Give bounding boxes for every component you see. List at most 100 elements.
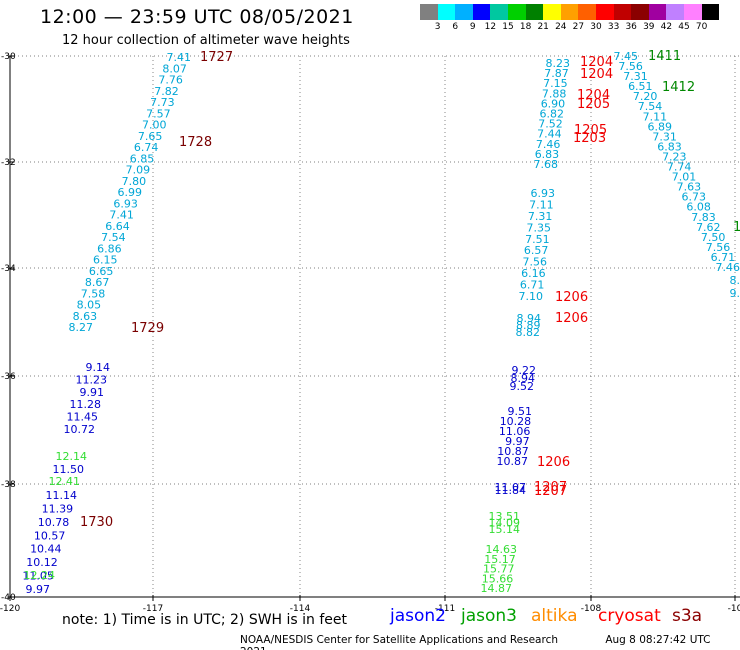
x-tick-label: -114 xyxy=(290,604,311,614)
scale-swatch xyxy=(507,4,526,20)
legend-jason2: jason2 xyxy=(390,606,446,626)
wave-height-mid-jason3: 13.51 xyxy=(489,510,521,523)
scale-swatch xyxy=(666,4,684,20)
wave-height-west-jason2: 10.72 xyxy=(64,423,96,436)
wave-height-mid-cryosat: 7.15 xyxy=(543,77,568,90)
wave-height-east-cryosat: 7.50 xyxy=(701,231,726,244)
wave-height-west-cryosat: 7.57 xyxy=(146,107,171,120)
map-title: 12:00 — 23:59 UTC 08/05/2021 xyxy=(40,6,354,28)
wave-height-east-cryosat: 8. xyxy=(730,274,740,287)
wave-height-east-cryosat: 7.31 xyxy=(652,130,677,143)
wave-height-mid-cryosat: 8.89 xyxy=(516,319,541,332)
legend-cryosat: cryosat xyxy=(598,606,661,626)
footer-timestamp: Aug 8 08:27:42 UTC 2021 xyxy=(240,634,711,650)
wave-height-west-cryosat: 7.82 xyxy=(154,85,179,98)
wave-height-mid-cryosat: 8.82 xyxy=(516,326,541,339)
scale-label: 21 xyxy=(537,22,549,32)
wave-height-mid-cryosat: 7.11 xyxy=(529,198,554,211)
pass-time-mid: 1204 xyxy=(580,55,613,70)
wave-height-mid-cryosat: 7.35 xyxy=(527,221,552,234)
y-tick-label: -34 xyxy=(1,264,16,274)
pass-time-mid: 1206 xyxy=(537,455,570,470)
scale-label: 36 xyxy=(625,22,637,32)
wave-height-mid-jason2: 9.97 xyxy=(505,435,530,448)
pass-time-east: 1411 xyxy=(648,49,681,64)
wave-height-east-cryosat: 9. xyxy=(730,287,740,300)
wave-height-mid-cryosat: 6.71 xyxy=(520,279,545,292)
scale-label: 33 xyxy=(607,22,620,32)
scale-label: 12 xyxy=(484,22,497,32)
wave-height-west-cryosat: 7.65 xyxy=(138,130,163,143)
wave-height-mid-cryosat: 6.93 xyxy=(531,187,556,200)
wave-height-west-jason2: 11.39 xyxy=(42,502,74,515)
wave-height-mid-cryosat: 7.87 xyxy=(544,67,569,80)
pass-time-east: 1 xyxy=(733,220,740,235)
wave-height-west-cryosat: 8.63 xyxy=(73,310,98,323)
wave-height-east-cryosat: 6.73 xyxy=(682,191,707,204)
wave-height-east-cryosat: 6.83 xyxy=(657,140,682,153)
wave-height-mid-cryosat: 6.83 xyxy=(535,148,560,161)
scale-swatch xyxy=(631,4,649,20)
wave-height-west-cryosat: 7.41 xyxy=(109,209,134,222)
wave-height-mid-cryosat: 7.88 xyxy=(542,87,567,100)
pass-time-east: 1412 xyxy=(662,80,695,95)
pass-time-mid: 1205 xyxy=(574,123,607,138)
wave-height-east-cryosat: 7.74 xyxy=(667,161,692,174)
wave-height-west-jason2: 11.14 xyxy=(46,489,78,502)
wave-height-west-jason2: 10.78 xyxy=(38,516,70,529)
wave-height-east-cryosat: 7.11 xyxy=(643,110,668,123)
scale-label: 24 xyxy=(555,22,567,32)
wave-height-west-jason3: 12.24 xyxy=(24,569,56,582)
x-tick-label: -108 xyxy=(581,604,602,614)
wave-height-mid-jason3: 14.87 xyxy=(481,582,513,595)
wave-height-west-jason2: 11.50 xyxy=(53,463,85,476)
scale-swatch xyxy=(613,4,632,20)
map-subtitle: 12 hour collection of altimeter wave hei… xyxy=(62,33,350,48)
pass-time-mid: 1206 xyxy=(555,311,588,326)
x-tick-label: -117 xyxy=(143,604,163,614)
wave-height-west-jason2: 11.05 xyxy=(22,570,54,583)
scale-label: 39 xyxy=(643,22,655,32)
wave-height-mid-jason2: 9.22 xyxy=(512,364,537,377)
legend-s3a: s3a xyxy=(672,606,703,626)
legend-jason3: jason3 xyxy=(461,606,517,626)
pass-time-mid: 1206 xyxy=(555,290,588,305)
wave-height-mid-cryosat: 6.82 xyxy=(540,108,565,121)
wave-height-mid-jason2: 11.06 xyxy=(499,425,531,438)
pass-time-west: 1728 xyxy=(179,135,212,150)
y-tick-label: -36 xyxy=(1,372,16,382)
footer: NOAA/NESDIS Center for Satellite Applica… xyxy=(240,634,740,650)
wave-height-west-cryosat: 8.07 xyxy=(162,62,187,75)
wave-height-mid-jason3: 15.77 xyxy=(483,563,515,576)
y-tick-label: -38 xyxy=(1,480,16,490)
wave-height-mid-jason2: 10.87 xyxy=(497,455,529,468)
wave-height-east-cryosat: 6.51 xyxy=(628,80,653,93)
scale-swatch xyxy=(648,4,667,20)
pass-time-west: 1730 xyxy=(80,515,113,530)
wave-height-west-jason3: 12.41 xyxy=(49,475,81,488)
wave-height-west-cryosat: 6.65 xyxy=(89,265,114,278)
wave-height-east-cryosat: 6.08 xyxy=(686,201,711,214)
wave-height-east-cryosat: 7.62 xyxy=(696,221,721,234)
wave-height-west-cryosat: 8.67 xyxy=(85,276,110,289)
scale-label: 45 xyxy=(678,22,690,32)
scale-swatch xyxy=(472,4,491,20)
scale-swatch xyxy=(578,4,596,20)
wave-height-west-cryosat: 6.64 xyxy=(105,220,130,233)
wave-height-east-cryosat: 7.56 xyxy=(618,60,643,73)
pass-time-west: 1729 xyxy=(131,321,164,336)
wave-height-west-cryosat: 8.05 xyxy=(77,299,102,312)
pass-time-mid: 1205 xyxy=(577,97,610,112)
wave-height-mid-cryosat: 6.90 xyxy=(541,97,566,110)
scale-swatch xyxy=(437,4,456,20)
units-note: note: 1) Time is in UTC; 2) SWH is in fe… xyxy=(62,612,348,628)
wave-height-mid-cryosat: 7.46 xyxy=(536,138,561,151)
wave-height-west-cryosat: 6.85 xyxy=(130,152,155,165)
wave-height-east-cryosat: 7.83 xyxy=(691,211,716,224)
wave-height-east-cryosat: 7.23 xyxy=(662,150,687,163)
wave-height-west-cryosat: 6.99 xyxy=(118,186,143,199)
wave-height-west-jason2: 10.57 xyxy=(34,529,66,542)
wave-height-east-cryosat: 7.45 xyxy=(614,50,639,63)
